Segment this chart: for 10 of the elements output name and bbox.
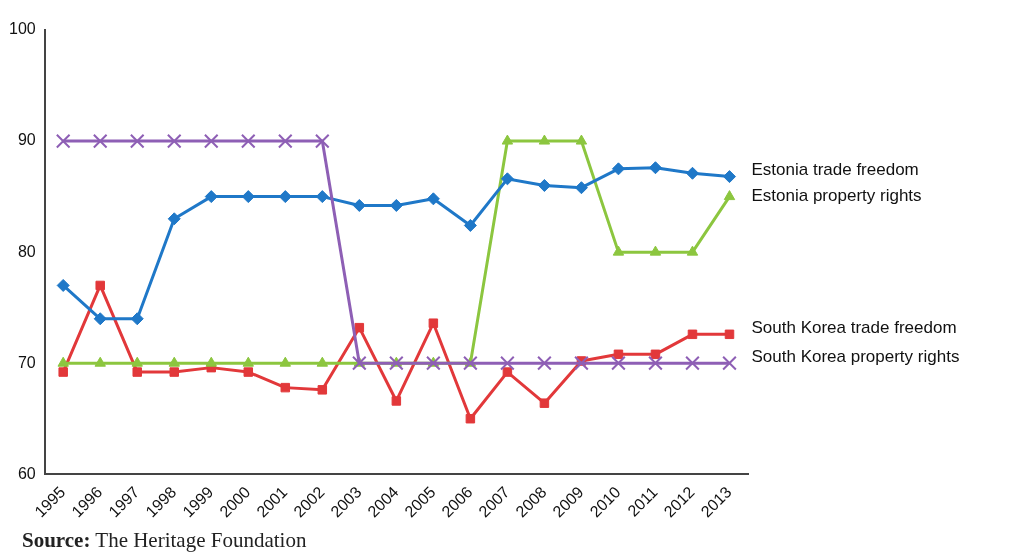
- y-tick-label: 70: [17, 353, 36, 371]
- series-label: South Korea trade freedom: [751, 318, 957, 337]
- y-tick-label: 80: [17, 242, 36, 260]
- series-label: Estonia trade freedom: [751, 160, 919, 180]
- y-tick-label: 60: [17, 464, 36, 482]
- series-label: South Korea property rights: [751, 346, 960, 366]
- series-label: Estonia property rights: [751, 186, 922, 206]
- y-tick-label: 90: [17, 131, 36, 149]
- source-note: Source: The Heritage Foundation: [22, 528, 307, 553]
- y-tick-label: 100: [8, 20, 36, 38]
